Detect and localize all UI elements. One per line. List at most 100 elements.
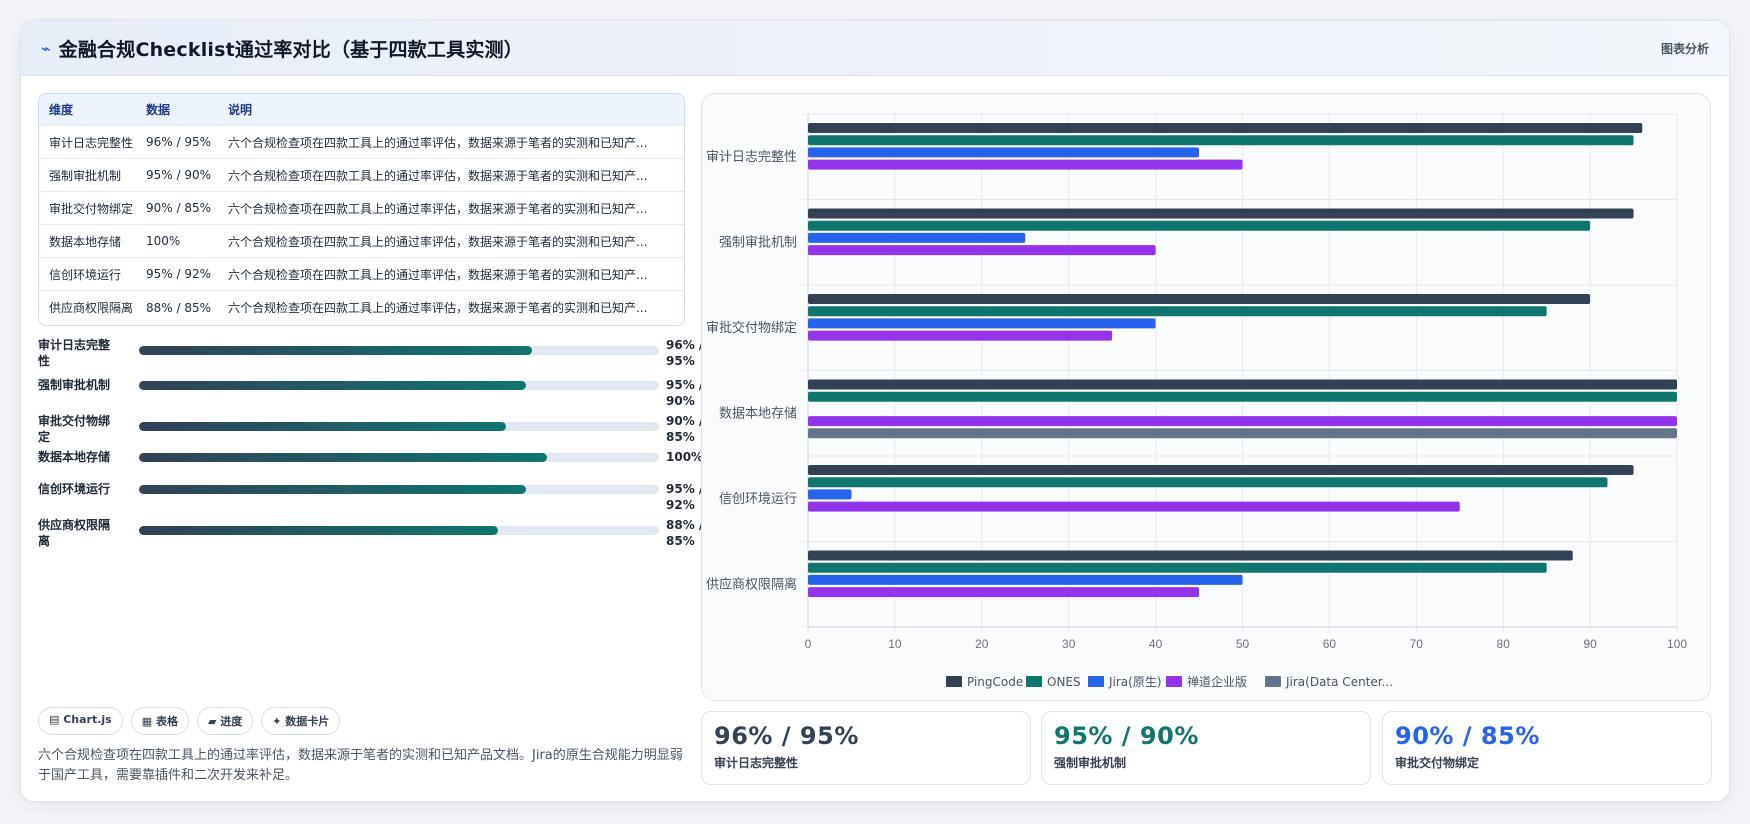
bar <box>808 391 1677 402</box>
progress-value: 95% / 92% <box>666 482 704 512</box>
progress-track <box>139 453 659 462</box>
bar <box>808 379 1677 390</box>
table-row[interactable]: 强制审批机制 95% / 90% 六个合规检查项在四款工具上的通过率评估，数据来源于… <box>39 159 684 192</box>
progress-track <box>139 381 659 390</box>
progress-fill <box>139 381 527 390</box>
x-tick-label: 20 <box>975 637 989 651</box>
bar <box>808 123 1643 133</box>
table-cell: 六个合规检查项在四款工具上的通过率评估，数据来源于笔者的实测和已知产... <box>228 234 648 249</box>
bar <box>808 465 1634 475</box>
legend-label: Jira(原生) <box>1108 675 1162 689</box>
main-card: ⌁ 金融合规Checklist通过率对比（基于四款工具实测） 图表分析 维度 数据… <box>20 20 1730 802</box>
x-tick-label: 100 <box>1667 637 1687 651</box>
bar <box>808 416 1677 427</box>
table-cell: 88% / 85% <box>146 300 212 315</box>
card-header: ⌁ 金融合规Checklist通过率对比（基于四款工具实测） 图表分析 <box>21 21 1729 76</box>
table-header-cell: 说明 <box>228 103 253 117</box>
stat-card: 90% / 85% 审批交付物绑定 <box>1382 711 1712 785</box>
progress-label: 供应商权限隔离 <box>38 518 111 548</box>
table-cell: 六个合规检查项在四款工具上的通过率评估，数据来源于笔者的实测和已知产... <box>228 301 648 315</box>
table-row[interactable]: 数据本地存储 100% 六个合规检查项在四款工具上的通过率评估，数据来源于笔者的实测… <box>39 225 684 258</box>
y-category-label: 审批交付物绑定 <box>706 320 797 336</box>
bar-chart: 0 10 20 30 40 50 60 70 80 90 100 审计日志完整性 强制审批机制 审批交付物… <box>701 93 1711 701</box>
chart-description: 六个合规检查项在四款工具上的通过率评估，数据来源于笔者的实测和已知产品文档。Ji… <box>38 748 683 783</box>
progress-track <box>139 485 659 494</box>
bar <box>808 562 1547 573</box>
tag-data-card[interactable]: ✦ 数据卡片 <box>261 707 341 735</box>
progress-value: 88% / 85% <box>666 518 704 548</box>
stat-label: 强制审批机制 <box>1054 756 1127 770</box>
table-cell: 100% <box>146 234 181 248</box>
bar <box>808 220 1591 231</box>
progress-value: 95% / 90% <box>666 378 704 408</box>
table-cell: 95% / 92% <box>146 267 212 281</box>
table-row[interactable]: 供应商权限隔离 88% / 85% 六个合规检查项在四款工具上的通过率评估，数据来源… <box>39 291 684 324</box>
table-row[interactable]: 审批交付物绑定 90% / 85% 六个合规检查项在四款工具上的通过率评估，数据来源… <box>39 192 684 225</box>
legend-swatch <box>1265 676 1281 687</box>
table-cell: 审计日志完整性 <box>49 135 134 150</box>
progress-fill <box>139 526 498 535</box>
table-cell: 96% / 95% <box>146 135 212 149</box>
bar <box>808 489 852 500</box>
progress-label: 信创环境运行 <box>38 482 111 496</box>
x-tick-label: 40 <box>1149 637 1163 651</box>
progress-fill <box>139 485 527 494</box>
table-cell: 供应商权限隔离 <box>49 301 134 315</box>
bar <box>808 574 1243 585</box>
table-cell: 六个合规检查项在四款工具上的通过率评估，数据来源于笔者的实测和已知产... <box>228 135 648 150</box>
x-tick-label: 60 <box>1323 637 1337 651</box>
progress-label: 审计日志完整性 <box>38 338 111 368</box>
table-header-row: 维度 数据 说明 <box>39 94 684 126</box>
legend-label: Jira(Data Center... <box>1285 675 1393 689</box>
legend-swatch <box>946 676 962 687</box>
progress-track <box>139 346 659 355</box>
bar <box>808 318 1156 329</box>
stat-card: 96% / 95% 审计日志完整性 <box>701 711 1031 785</box>
table-row[interactable]: 信创环境运行 95% / 92% 六个合规检查项在四款工具上的通过率评估，数据来源于… <box>39 258 684 291</box>
table-header-cell: 数据 <box>146 103 171 117</box>
bar <box>808 232 1026 243</box>
x-tick-label: 50 <box>1236 637 1250 651</box>
bar <box>808 147 1200 158</box>
stat-value: 96% / 95% <box>714 722 859 750</box>
page-title: 金融合规Checklist通过率对比（基于四款工具实测） <box>58 38 523 61</box>
data-table: 维度 数据 说明 审计日志完整性 96% / 95% 六个合规检查项在四款工具上的通过率评… <box>38 93 685 326</box>
bar <box>808 330 1113 341</box>
tag-list: ▤ Chart.js ▦ 表格 ▰ 进度 ✦ 数据卡片 <box>38 707 341 735</box>
legend-label: 禅道企业版 <box>1187 674 1247 689</box>
progress-track <box>139 422 659 431</box>
legend-swatch <box>1026 676 1042 687</box>
x-tick-label: 10 <box>888 637 902 651</box>
table-cell: 六个合规检查项在四款工具上的通过率评估，数据来源于笔者的实测和已知产... <box>228 267 648 282</box>
bar <box>808 550 1573 561</box>
progress-value: 100% <box>666 450 704 464</box>
tag-chartjs[interactable]: ▤ Chart.js <box>38 707 123 735</box>
bar <box>808 294 1591 304</box>
table-cell: 数据本地存储 <box>49 234 122 249</box>
bar <box>808 428 1677 439</box>
progress-track <box>139 526 659 535</box>
x-tick-label: 90 <box>1583 637 1597 651</box>
stat-value: 95% / 90% <box>1054 722 1199 750</box>
table-cell: 六个合规检查项在四款工具上的通过率评估，数据来源于笔者的实测和已知产... <box>228 168 648 183</box>
bar <box>808 135 1634 146</box>
chart-line-icon: ⌁ <box>41 38 51 58</box>
tag-progress[interactable]: ▰ 进度 <box>196 707 254 735</box>
progress-value: 90% / 85% <box>666 414 704 444</box>
x-tick-label: 0 <box>805 637 812 651</box>
y-category-label: 信创环境运行 <box>719 492 797 507</box>
progress-value: 96% / 95% <box>666 338 704 368</box>
chart-analysis-button[interactable]: 图表分析 <box>1660 41 1709 56</box>
x-tick-label: 30 <box>1062 637 1076 651</box>
progress-label: 强制审批机制 <box>38 378 111 392</box>
legend-label: PingCode <box>967 675 1023 689</box>
table-row[interactable]: 审计日志完整性 96% / 95% 六个合规检查项在四款工具上的通过率评估，数据来源… <box>39 126 684 159</box>
stat-label: 审批交付物绑定 <box>1395 756 1480 770</box>
table-cell: 六个合规检查项在四款工具上的通过率评估，数据来源于笔者的实测和已知产... <box>228 201 648 216</box>
tag-table[interactable]: ▦ 表格 <box>130 707 189 735</box>
y-category-label: 审计日志完整性 <box>706 150 797 165</box>
table-cell: 90% / 85% <box>146 201 212 215</box>
stat-card: 95% / 90% 强制审批机制 <box>1041 711 1371 785</box>
legend-label: ONES <box>1047 675 1081 689</box>
table-cell: 95% / 90% <box>146 168 212 182</box>
